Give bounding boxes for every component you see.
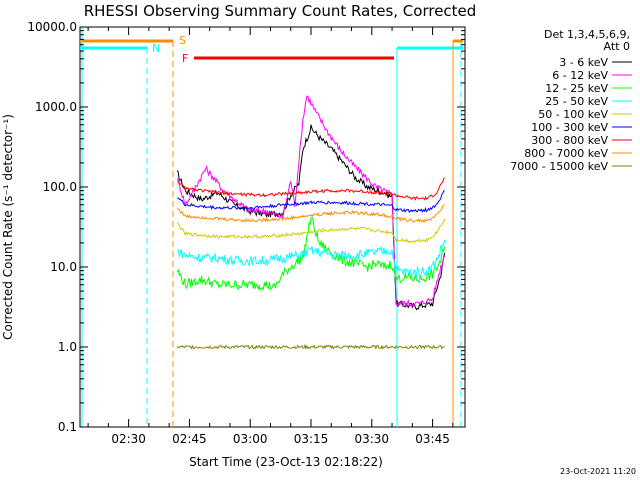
y-tick-label: 10.0	[50, 260, 77, 274]
x-tick-label: 02:30	[111, 432, 146, 446]
legend-subtitle: Att 0	[604, 40, 630, 53]
series-line-4	[176, 218, 446, 244]
series-line-5	[177, 190, 445, 213]
legend-label: 800 - 7000 keV	[524, 147, 608, 160]
series-line-3	[177, 239, 446, 279]
x-tick-label: 03:15	[294, 432, 329, 446]
legend-label: 7000 - 15000 keV	[510, 160, 608, 173]
legend-label: 3 - 6 keV	[559, 56, 608, 69]
plot-frame	[79, 26, 466, 428]
x-tick-label: 03:45	[415, 432, 450, 446]
series-line-7	[176, 204, 445, 224]
y-tick-label: 100.0	[43, 180, 77, 194]
annotation-s: S	[179, 34, 186, 47]
x-tick-label: 02:45	[172, 432, 207, 446]
legend-label: 6 - 12 keV	[552, 69, 608, 82]
x-tick-label: 03:30	[354, 432, 389, 446]
series-line-6	[177, 177, 445, 201]
legend-label: 50 - 100 keV	[538, 108, 608, 121]
legend-label: 12 - 25 keV	[545, 82, 608, 95]
y-axis-label: Corrected Count Rate (s⁻¹ detector⁻¹)	[1, 114, 15, 340]
series-line-1	[176, 95, 446, 308]
x-ticks: 02:30 02:45 03:00 03:15 03:30 03:45	[87, 27, 454, 446]
footer-timestamp: 23-Oct-2021 11:20	[560, 467, 636, 476]
annotation-f: F	[182, 52, 188, 65]
legend-label: 300 - 800 keV	[531, 134, 608, 147]
legend-title: Det 1,3,4,5,6,9,	[544, 28, 630, 41]
series-line-8	[176, 343, 445, 350]
y-tick-label: 0.1	[58, 420, 77, 434]
series-lines	[176, 95, 446, 350]
y-ticks: 0.1 1.0 10.0 100.0 1000.0 10000.0	[27, 20, 465, 434]
x-axis-label: Start Time (23-Oct-13 02:18:22)	[189, 455, 383, 469]
chart-title: RHESSI Observing Summary Count Rates, Co…	[84, 2, 477, 20]
y-tick-label: 1.0	[58, 340, 77, 354]
annotation-n: N	[152, 42, 160, 55]
y-tick-label: 1000.0	[35, 100, 77, 114]
legend-label: 100 - 300 keV	[531, 121, 608, 134]
series-line-2	[176, 216, 446, 291]
y-tick-label: 10000.0	[27, 20, 77, 34]
x-tick-label: 03:00	[233, 432, 268, 446]
legend-label: 25 - 50 keV	[545, 95, 608, 108]
series-line-0	[176, 124, 446, 311]
